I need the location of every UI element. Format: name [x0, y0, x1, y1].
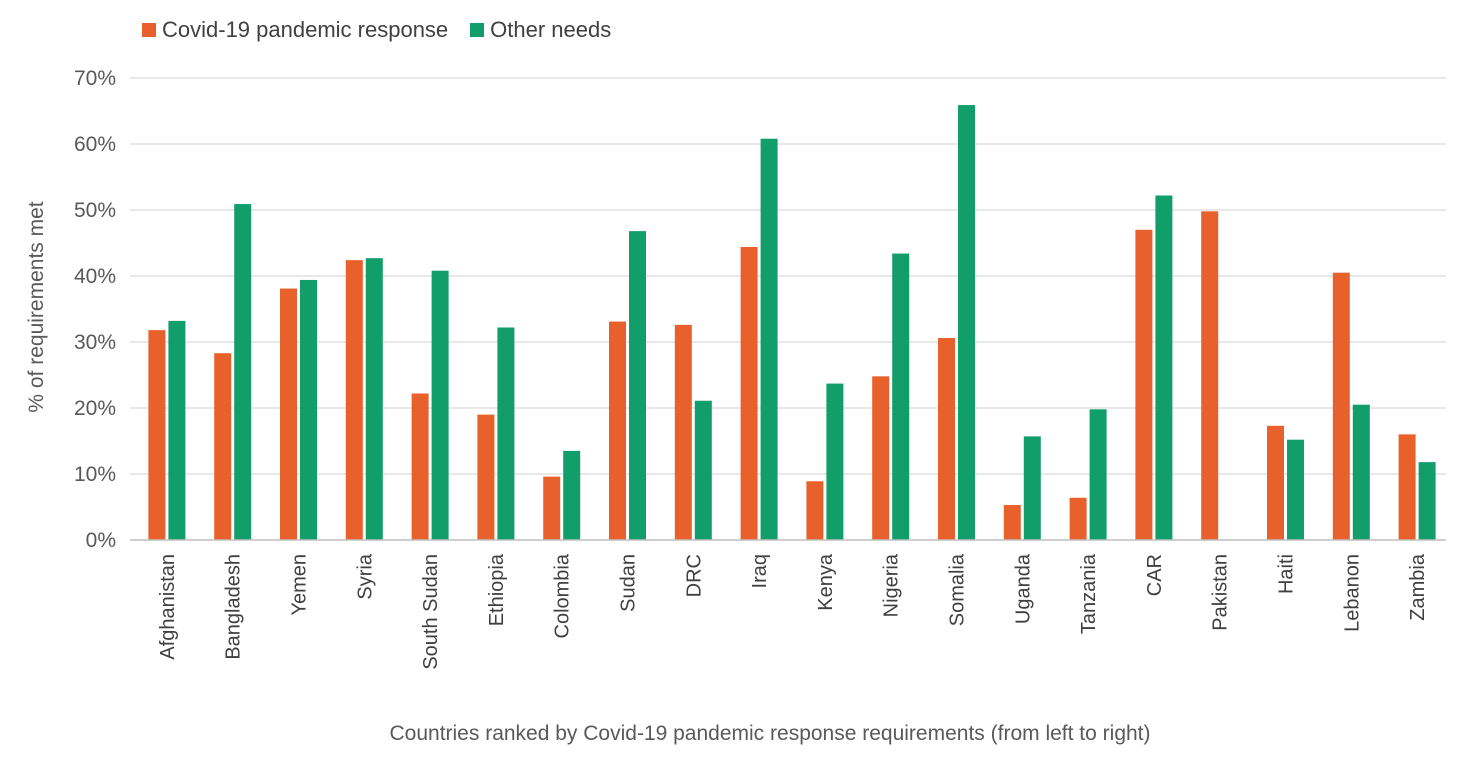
bar-covid-pakistan — [1201, 211, 1219, 540]
y-tick-label: 10% — [74, 463, 116, 486]
bar-covid-nigeria — [872, 376, 890, 540]
y-tick-label: 30% — [74, 331, 116, 354]
legend-item-other: Other needs — [470, 17, 611, 43]
bar-other-kenya — [826, 383, 844, 540]
x-tick-label: Tanzania — [1078, 553, 1100, 634]
x-tick-label: South Sudan — [420, 554, 442, 670]
bar-covid-south-sudan — [411, 393, 429, 540]
bar-covid-uganda — [1003, 505, 1021, 540]
bar-covid-colombia — [543, 476, 561, 540]
bar-other-syria — [365, 258, 383, 540]
legend: Covid-19 pandemic response Other needs — [142, 17, 633, 43]
bar-covid-tanzania — [1069, 497, 1087, 540]
bar-covid-bangladesh — [214, 353, 232, 540]
bar-other-sudan — [629, 231, 646, 540]
x-tick-label: DRC — [683, 554, 705, 597]
gridlines — [130, 77, 1446, 475]
legend-label-other: Other needs — [490, 17, 612, 42]
x-tick-label: Somalia — [947, 553, 969, 626]
legend-label-covid: Covid-19 pandemic response — [162, 17, 449, 42]
bar-other-tanzania — [1089, 409, 1107, 540]
x-tick-label: Pakistan — [1210, 554, 1232, 631]
legend-item-covid: Covid-19 pandemic response — [142, 17, 448, 43]
x-tick-label: Yemen — [289, 554, 311, 616]
x-tick-label: Nigeria — [881, 553, 903, 617]
bar-covid-ethiopia — [477, 414, 495, 540]
x-tick-label: Ethiopia — [486, 553, 508, 626]
bar-other-drc — [694, 400, 712, 540]
bar-covid-haiti — [1267, 425, 1284, 540]
y-axis-title: % of requirements met — [25, 201, 48, 412]
bar-other-car — [1155, 195, 1173, 541]
bar-other-uganda — [1023, 436, 1041, 540]
bar-covid-afghanistan — [148, 330, 166, 540]
bar-other-zambia — [1418, 462, 1436, 540]
x-tick-label: Colombia — [552, 553, 574, 638]
legend-swatch-other — [470, 23, 485, 37]
bar-covid-zambia — [1398, 434, 1416, 540]
bar-other-ethiopia — [497, 327, 515, 540]
x-axis-title: Countries ranked by Covid-19 pandemic re… — [389, 722, 1150, 745]
x-tick-label: Uganda — [1012, 553, 1034, 624]
x-tick-label: Syria — [354, 553, 376, 599]
x-tick-label: Sudan — [618, 554, 640, 612]
x-tick-label: Lebanon — [1341, 554, 1363, 632]
bar-covid-yemen — [280, 288, 297, 540]
x-tick-label: Iraq — [749, 554, 771, 588]
bar-covid-car — [1135, 229, 1153, 541]
bar-other-afghanistan — [168, 320, 186, 540]
bar-other-bangladesh — [234, 204, 252, 540]
bar-covid-syria — [345, 260, 363, 540]
bar-other-nigeria — [892, 253, 910, 540]
bar-other-somalia — [958, 105, 975, 540]
bar-other-lebanon — [1352, 404, 1370, 540]
bar-covid-iraq — [740, 246, 758, 540]
y-tick-label: 50% — [74, 199, 116, 222]
bar-covid-sudan — [609, 321, 626, 540]
bar-other-colombia — [563, 450, 581, 540]
bar-other-iraq — [760, 138, 778, 540]
x-tick-label: Kenya — [815, 553, 837, 611]
y-tick-label: 20% — [74, 397, 116, 420]
x-tick-label: Afghanistan — [157, 554, 179, 660]
bar-covid-drc — [674, 324, 692, 540]
x-axis-ticks: Afghanistan Bangladesh Yemen Syria South Sud… — [157, 553, 1429, 670]
bar-other-south-sudan — [431, 270, 449, 540]
bar-covid-kenya — [806, 481, 824, 540]
x-tick-label: Haiti — [1276, 554, 1298, 594]
x-tick-label: Zambia — [1407, 553, 1429, 621]
x-tick-label: Bangladesh — [223, 554, 245, 660]
y-tick-label: 0% — [86, 529, 116, 552]
legend-swatch-covid — [142, 23, 156, 37]
bar-other-haiti — [1287, 439, 1304, 540]
y-tick-label: 40% — [74, 265, 116, 288]
bar-other-yemen — [300, 279, 317, 540]
bar-covid-lebanon — [1332, 272, 1350, 540]
y-tick-label: 70% — [74, 67, 116, 90]
bar-covid-somalia — [938, 338, 955, 540]
x-tick-label: CAR — [1144, 554, 1166, 596]
bars — [148, 105, 1436, 541]
y-tick-label: 60% — [74, 133, 116, 156]
y-axis-ticks: 0% 10% 20% 30% 40% 50% 60% 70% — [74, 67, 116, 552]
